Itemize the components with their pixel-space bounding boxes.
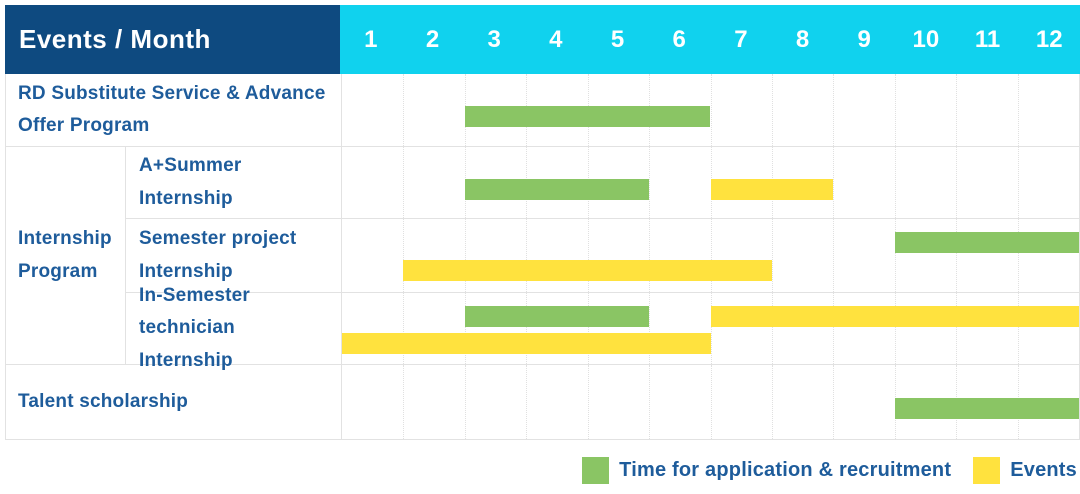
month-header-cell-1: 1 [364, 25, 378, 53]
month-gridline [587, 219, 589, 292]
month-gridline [833, 74, 835, 146]
month-header-cell-10: 10 [912, 25, 940, 53]
month-header-cell-2: 2 [425, 25, 440, 53]
month-gridline [649, 293, 651, 364]
month-gridline [833, 293, 835, 364]
month-gridline [710, 219, 712, 292]
month-gridline [771, 74, 773, 146]
month-gridline [403, 219, 405, 292]
month-gridline [833, 147, 835, 218]
gantt-bar-yellow [342, 332, 711, 354]
month-header-cell-9: 9 [857, 25, 871, 53]
month-gridline [771, 219, 773, 292]
month-gridline [526, 365, 528, 439]
month-header-cell-12: 12 [1035, 25, 1063, 53]
month-header-cell-11: 11 [974, 25, 1001, 53]
month-gridline [526, 219, 528, 292]
month-gridline [464, 293, 466, 364]
legend: Time for application & recruitment Events [582, 457, 1077, 484]
chart-row-3 [341, 293, 1079, 365]
gantt-bar-green [464, 305, 650, 327]
month-gridline [894, 74, 896, 146]
month-gridline [587, 293, 589, 364]
gantt-bar-yellow [710, 305, 1079, 327]
month-gridline [956, 147, 958, 218]
month-gridline [956, 219, 958, 292]
chart-row-4 [341, 365, 1079, 439]
month-gridline [710, 74, 712, 146]
sub-row-label: Semester project Internship [125, 219, 341, 293]
month-header-band: 1 2 3 4 5 6 7 8 9 10 11 12 [340, 5, 1080, 74]
gantt-bar-yellow [403, 259, 772, 281]
legend-swatch-green [582, 457, 610, 484]
month-gridline [403, 365, 405, 439]
month-gridline [771, 365, 773, 439]
month-header-cell-4: 4 [549, 25, 563, 53]
month-gridline [1017, 147, 1019, 218]
month-gridline [710, 293, 712, 364]
month-gridline [403, 74, 405, 146]
month-gridline [526, 293, 528, 364]
month-header-cell-6: 6 [672, 25, 686, 53]
row-label-rd-substitute: RD Substitute Service & Advance Offer Pr… [6, 74, 341, 147]
legend-item-green: Time for application & recruitment [582, 457, 951, 484]
sub-row-label: A+Summer Internship [125, 147, 341, 219]
month-header-cell-5: 5 [610, 25, 625, 53]
gantt-bar-green [894, 232, 1079, 254]
chart-row-1 [341, 147, 1079, 219]
month-gridline [956, 293, 958, 364]
table-body: RD Substitute Service & Advance Offer Pr… [5, 74, 1080, 440]
month-gridline [464, 365, 466, 439]
row-label-talent-scholarship: Talent scholarship [18, 390, 189, 412]
month-gridline [833, 365, 835, 439]
month-gridline [587, 365, 589, 439]
month-header-cell-8: 8 [795, 25, 810, 53]
month-gridline [403, 293, 405, 364]
month-gridline [403, 147, 405, 218]
month-gridline [894, 293, 896, 364]
legend-swatch-yellow [973, 457, 1001, 484]
month-gridline [464, 219, 466, 292]
legend-item-yellow: Events [973, 457, 1077, 484]
gantt-bar-green [464, 106, 711, 128]
month-gridline [1017, 74, 1019, 146]
month-gridline [833, 219, 835, 292]
month-gridline [771, 293, 773, 364]
sub-row-label: In-Semester technician Internship [125, 285, 341, 371]
month-header-cell-7: 7 [734, 25, 748, 53]
month-gridline [1017, 293, 1019, 364]
month-gridline [710, 365, 712, 439]
month-gridline [894, 147, 896, 218]
gantt-bar-green [464, 178, 650, 200]
group-label-internship-program: Internship Program [6, 147, 125, 365]
table-header-row: Events / Month 1 2 3 4 5 6 7 8 9 10 11 12 [5, 5, 1080, 74]
events-month-header: Events / Month [5, 5, 340, 74]
gantt-bar-yellow [710, 178, 834, 200]
legend-label: Events [1010, 459, 1077, 481]
month-gridline [649, 365, 651, 439]
schedule-table: Events / Month 1 2 3 4 5 6 7 8 9 10 11 12 RD Substi… [5, 5, 1080, 440]
legend-label: Time for application & recruitment [619, 459, 952, 481]
gantt-bar-green [894, 398, 1079, 420]
chart-row-0 [341, 74, 1079, 147]
month-gridline [1017, 219, 1019, 292]
month-header-cell-3: 3 [487, 25, 501, 53]
month-gridline [894, 219, 896, 292]
month-gridline [649, 219, 651, 292]
chart-row-2 [341, 219, 1079, 293]
month-gridline [956, 74, 958, 146]
month-gridline [649, 147, 651, 218]
